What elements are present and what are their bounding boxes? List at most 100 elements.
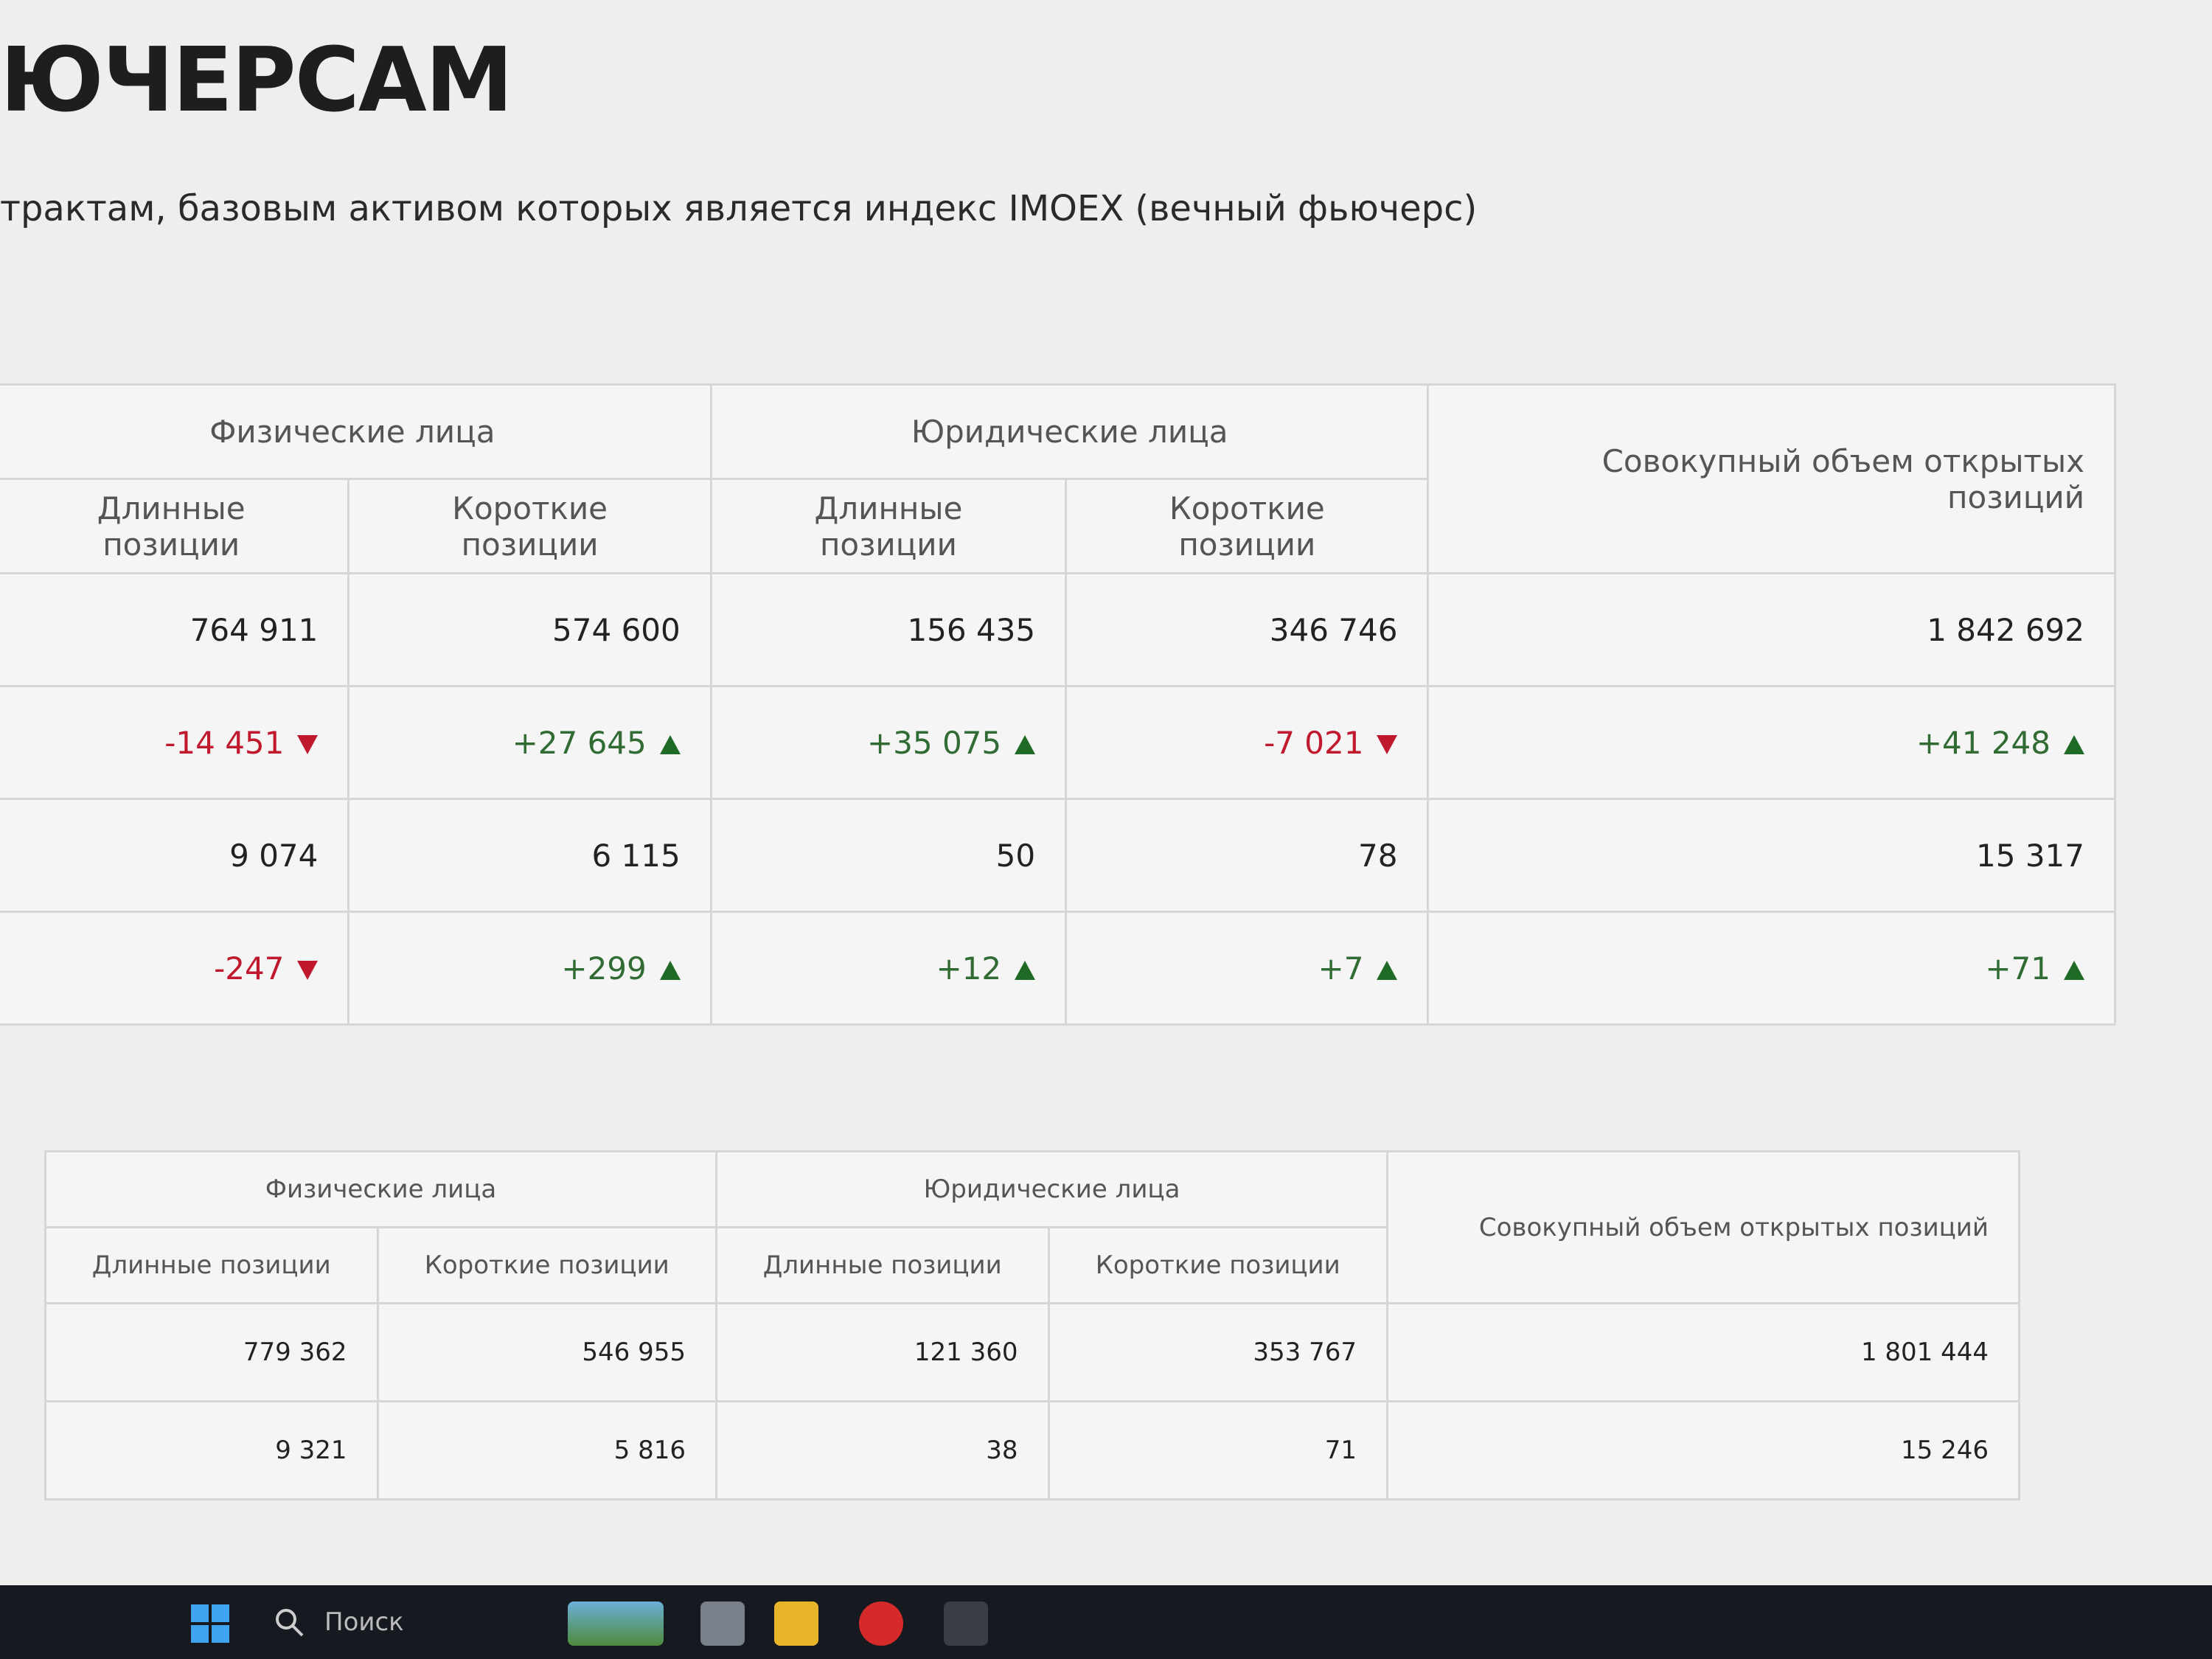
cell-value: 38 bbox=[986, 1436, 1018, 1465]
group-header: Юридические лица bbox=[714, 1150, 1388, 1228]
group-header: Физические лица bbox=[0, 383, 712, 480]
cell-value: 71 bbox=[1324, 1436, 1357, 1465]
cell-value: -7 021 bbox=[1264, 724, 1364, 761]
cell: 38 bbox=[714, 1400, 1050, 1500]
data-row: 779 362 546 955 121 360 353 767 1 801 444 bbox=[44, 1302, 2021, 1402]
cell-value: 353 767 bbox=[1253, 1338, 1357, 1367]
cell: -7 021 bbox=[1065, 685, 1430, 800]
column-header: Совокупный объем открытых позиций bbox=[1385, 1150, 2021, 1304]
cell-value: 1 801 444 bbox=[1860, 1338, 1989, 1367]
cell-value: +71 bbox=[1985, 950, 2051, 987]
cell: 1 842 692 bbox=[1427, 572, 2116, 687]
cell: +35 075 bbox=[709, 685, 1068, 800]
taskbar: Поиск bbox=[0, 1585, 2212, 1659]
browser-icon[interactable] bbox=[859, 1601, 903, 1646]
data-row: -247 +299 +12 +7 +71 bbox=[0, 911, 2116, 1026]
column-header: Длинные позиции bbox=[714, 1226, 1050, 1304]
group-header-row: Физические лица Юридические лица Совокупны… bbox=[0, 383, 2116, 574]
change-arrow bbox=[659, 735, 681, 754]
cell: 15 246 bbox=[1385, 1400, 2021, 1500]
column-header: Короткие позиции bbox=[1065, 478, 1430, 574]
cell-value: 15 246 bbox=[1901, 1436, 1989, 1465]
cell: +12 bbox=[709, 911, 1068, 1026]
cell: 121 360 bbox=[714, 1302, 1050, 1402]
cell: 71 bbox=[1047, 1400, 1388, 1500]
cell-value: +299 bbox=[561, 950, 647, 987]
cell-value: 50 bbox=[995, 837, 1036, 874]
search-icon[interactable] bbox=[273, 1606, 305, 1638]
widgets-icon[interactable] bbox=[568, 1601, 664, 1646]
column-header: Короткие позиции bbox=[347, 478, 712, 574]
cell-value: 9 321 bbox=[275, 1436, 347, 1465]
cell: +27 645 bbox=[347, 685, 712, 800]
cell: +41 248 bbox=[1427, 685, 2116, 800]
cell-value: 121 360 bbox=[914, 1338, 1018, 1367]
cell: +299 bbox=[347, 911, 712, 1026]
cell: 779 362 bbox=[44, 1302, 379, 1402]
cell-value: +7 bbox=[1318, 950, 1364, 987]
cell: 764 911 bbox=[0, 572, 350, 687]
positions-table: Физические лица Юридические лица Совокупны… bbox=[0, 383, 2116, 1026]
cell-value: 764 911 bbox=[189, 611, 319, 648]
column-header-row: Длинные позиции Короткие позиции Длинные п… bbox=[44, 1226, 2020, 1304]
group-header-row: Физические лица Юридические лица Совокупны… bbox=[44, 1150, 2021, 1304]
group-header: Юридические лица bbox=[709, 383, 1430, 480]
change-arrow bbox=[1377, 961, 1398, 980]
data-row: 764 911 574 600 156 435 346 746 1 842 692 bbox=[0, 572, 2116, 687]
column-header: Короткие позиции bbox=[376, 1226, 717, 1304]
search-box[interactable]: Поиск bbox=[324, 1607, 404, 1637]
column-header: Длинные позиции bbox=[0, 478, 350, 574]
cell-value: 779 362 bbox=[243, 1338, 347, 1367]
cell: 50 bbox=[709, 798, 1068, 913]
cell-value: 346 746 bbox=[1269, 611, 1398, 648]
game-icon[interactable] bbox=[944, 1601, 988, 1646]
cell-value: +27 645 bbox=[512, 724, 647, 761]
cell: 346 746 bbox=[1065, 572, 1430, 687]
column-header: Длинные позиции bbox=[44, 1226, 379, 1304]
cell: 1 801 444 bbox=[1385, 1302, 2021, 1402]
cell-value: 574 600 bbox=[552, 611, 681, 648]
cell: 546 955 bbox=[376, 1302, 717, 1402]
cell: -247 bbox=[0, 911, 350, 1026]
cell: 574 600 bbox=[347, 572, 712, 687]
column-header: Длинные позиции bbox=[709, 478, 1068, 574]
column-header-row: Длинные позиции Короткие позиции Длинные п… bbox=[0, 478, 2115, 574]
change-arrow bbox=[297, 735, 319, 754]
cell: 78 bbox=[1065, 798, 1430, 913]
cell-value: +41 248 bbox=[1916, 724, 2051, 761]
change-arrow bbox=[1377, 735, 1398, 754]
change-arrow bbox=[2064, 735, 2084, 754]
change-arrow bbox=[1015, 735, 1036, 754]
cell-value: 15 317 bbox=[1976, 837, 2084, 874]
data-row: 9 074 6 115 50 78 15 317 bbox=[0, 798, 2116, 913]
cell: 156 435 bbox=[709, 572, 1068, 687]
cell: +7 bbox=[1065, 911, 1430, 1026]
cell-value: 6 115 bbox=[591, 837, 681, 874]
cell: 353 767 bbox=[1047, 1302, 1388, 1402]
cell: 9 074 bbox=[0, 798, 350, 913]
positions-table: Физические лица Юридические лица Совокупны… bbox=[44, 1150, 2021, 1500]
cell-value: 546 955 bbox=[582, 1338, 686, 1367]
change-arrow bbox=[659, 961, 681, 980]
cell-value: 5 816 bbox=[613, 1436, 686, 1465]
group-header: Физические лица bbox=[44, 1150, 717, 1228]
change-arrow bbox=[297, 961, 319, 980]
explorer-icon[interactable] bbox=[774, 1601, 818, 1646]
cell-value: -14 451 bbox=[164, 724, 285, 761]
cell-value: 156 435 bbox=[907, 611, 1036, 648]
data-row: -14 451 +27 645 +35 075 -7 021 +41 248 bbox=[0, 685, 2116, 800]
start-button[interactable] bbox=[188, 1601, 232, 1646]
task-view-icon[interactable] bbox=[700, 1601, 745, 1646]
column-header: Короткие позиции bbox=[1047, 1226, 1388, 1304]
column-header: Совокупный объем открытых позиций bbox=[1427, 383, 2116, 574]
cell-value: +12 bbox=[936, 950, 1002, 987]
cell: 6 115 bbox=[347, 798, 712, 913]
cell-value: -247 bbox=[214, 950, 285, 987]
cell-value: +35 075 bbox=[866, 724, 1002, 761]
cell: 5 816 bbox=[376, 1400, 717, 1500]
change-arrow bbox=[2064, 961, 2084, 980]
change-arrow bbox=[1015, 961, 1036, 980]
cell-value: 1 842 692 bbox=[1927, 611, 2084, 648]
